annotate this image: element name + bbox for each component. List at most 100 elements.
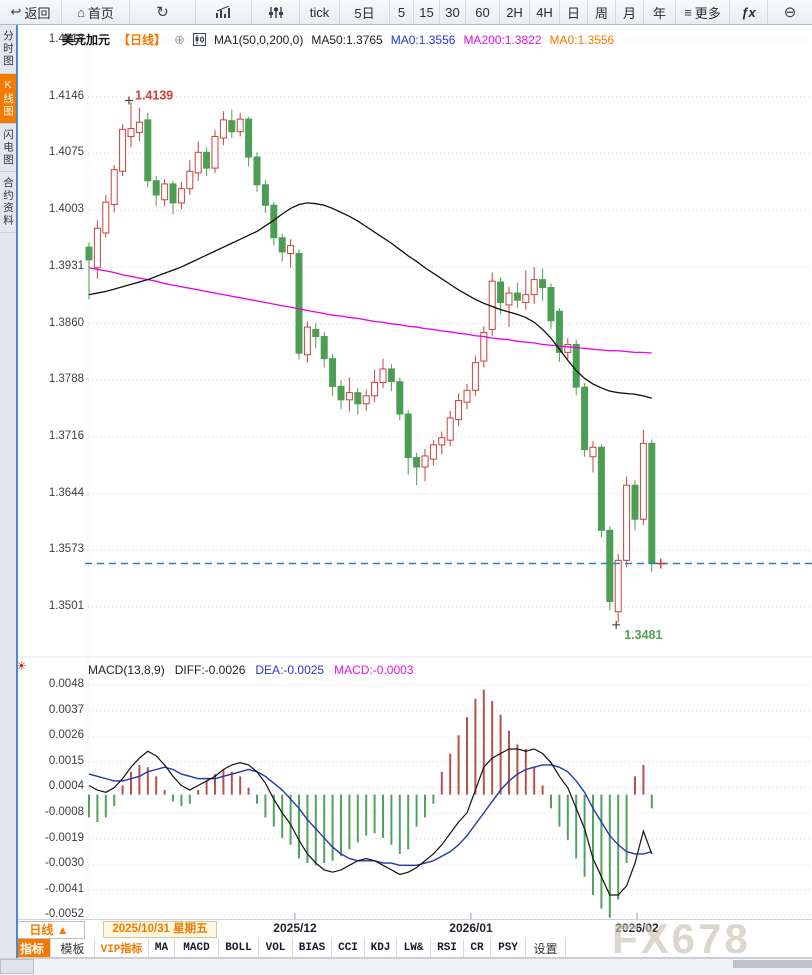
period-label: 2H (506, 4, 523, 20)
tab-psy[interactable]: PSY (491, 939, 526, 957)
macd-title: MACD(13,8,9) (88, 663, 165, 677)
bar-chart-icon (215, 5, 230, 18)
sidebar-label: 闪电图 (2, 128, 14, 167)
selected-date-box: 2025/10/31 星期五 (103, 921, 217, 938)
period-label: 4H (536, 4, 553, 20)
diff-line (88, 748, 653, 896)
tab-bias[interactable]: BIAS (293, 939, 332, 957)
tab-label: PSY (498, 942, 518, 954)
top-toolbar: ↩ 返回 ⌂ 首页 ↻ tick 5日 5 15 30 60 2H 4H 日 周 月… (0, 0, 812, 25)
ma50-value: MA50:1.3765 (311, 32, 383, 47)
ma50-line (88, 202, 652, 399)
tab-label: MACD (183, 942, 210, 954)
tab-lwr[interactable]: LW& (397, 939, 431, 957)
zoom-out-icon: ⊖ (783, 4, 797, 21)
left-sidebar: 分时图 K线图 闪电图 合约资料 (0, 25, 18, 958)
period-week-button[interactable]: 周 (588, 0, 616, 24)
more-button[interactable]: ≡ 更多 (676, 0, 730, 24)
macd-dea-value: DEA:-0.0025 (255, 663, 325, 677)
period-label: 5日 (354, 5, 375, 21)
zoom-out-button[interactable]: ⊖ (768, 0, 812, 24)
period-year-button[interactable]: 年 (644, 0, 676, 24)
macd-diff-value: DIFF:-0.0026 (174, 663, 246, 677)
period-dropdown[interactable]: 日线 ▲ (13, 921, 85, 939)
tab-label: CCI (338, 942, 358, 954)
period-60m-button[interactable]: 60 (466, 0, 500, 24)
sidebar-item-timeline-chart[interactable]: 分时图 (0, 25, 16, 74)
period-tick-button[interactable]: tick (300, 0, 340, 24)
sidebar-label: 分时图 (2, 30, 14, 68)
settings-sliders-button[interactable] (252, 0, 300, 24)
candlestick-chart-icon[interactable] (192, 33, 206, 46)
horizontal-scrollbar-thumb[interactable] (733, 960, 812, 968)
tab-label: VOL (265, 942, 286, 954)
tab-boll[interactable]: BOLL (219, 939, 259, 957)
tab-rsi[interactable]: RSI (431, 939, 464, 957)
period-5m-button[interactable]: 5 (390, 0, 414, 24)
tab-label: 模板 (60, 941, 85, 956)
tab-label: RSI (437, 942, 457, 954)
sidebar-label: 合约资料 (2, 177, 14, 227)
low-annotation: 1.3481 (624, 628, 662, 642)
back-label: 返回 (24, 5, 51, 21)
period-label: 月 (622, 5, 636, 21)
dea-line (88, 764, 652, 867)
sidebar-item-candle-chart[interactable]: K线图 (0, 73, 16, 124)
period-day-button[interactable]: 日 (560, 0, 588, 24)
ma200-value: MA200:1.3822 (463, 32, 542, 47)
ma0-close-value: MA0:1.3556 (390, 32, 456, 47)
sidebar-item-lightning-chart[interactable]: 闪电图 (0, 124, 16, 172)
tab-settings[interactable]: 设置 (526, 939, 566, 957)
macd-header: MACD(13,8,9) DIFF:-0.0026 DEA:-0.0025 MA… (88, 663, 413, 677)
back-button[interactable]: ↩ 返回 (0, 0, 62, 24)
home-icon: ⌂ (77, 4, 85, 20)
tab-label: 指标 (19, 941, 44, 956)
period-month-button[interactable]: 月 (616, 0, 644, 24)
high-cross (125, 96, 133, 105)
home-button[interactable]: ⌂ 首页 (62, 0, 130, 24)
add-compare-icon[interactable]: ⊕ (174, 31, 185, 47)
menu-icon: ≡ (684, 4, 692, 20)
tab-macd[interactable]: MACD (175, 939, 219, 957)
period-label: 5 (397, 4, 406, 20)
indicator-settings-icon[interactable]: ☀ (16, 659, 27, 673)
tab-label: BIAS (298, 942, 326, 954)
tab-indicator[interactable]: 指标 (13, 939, 51, 957)
corner-widget (0, 959, 34, 974)
tab-vol[interactable]: VOL (259, 939, 293, 957)
period-label: 60 (475, 4, 490, 20)
period-label: 30 (445, 4, 460, 20)
tab-cr[interactable]: CR (464, 939, 491, 957)
period-label: 年 (652, 5, 666, 21)
period-15m-button[interactable]: 15 (414, 0, 440, 24)
chart-type-button[interactable] (196, 0, 252, 24)
tab-label: KDJ (370, 942, 391, 954)
tab-vip-indicator[interactable]: VIP指标 (95, 939, 149, 957)
ma200-line (88, 267, 652, 354)
tab-label: MA (154, 942, 169, 954)
symbol-name: 美元加元 (62, 33, 111, 47)
high-annotation: 1.4139 (135, 88, 173, 102)
indicator-toolbar: 指标 模板 VIP指标 MA MACD BOLL VOL BIAS CCI KD… (0, 939, 812, 958)
period-label: 周 (594, 5, 608, 21)
macd-macd-value: MACD:-0.0003 (334, 663, 414, 677)
sidebar-label: K线图 (2, 78, 14, 118)
period-5d-button[interactable]: 5日 (340, 0, 390, 24)
tab-kdj[interactable]: KDJ (365, 939, 397, 957)
tick-label: tick (309, 4, 330, 20)
current-price-cross (655, 558, 666, 569)
sidebar-item-contract-info[interactable]: 合约资料 (0, 172, 16, 233)
period-4h-button[interactable]: 4H (530, 0, 560, 24)
refresh-button[interactable]: ↻ (130, 0, 196, 24)
fx-indicator-button[interactable]: ƒx (730, 0, 768, 24)
tab-cci[interactable]: CCI (332, 939, 365, 957)
low-cross (612, 620, 621, 629)
month-label: 2025/12 (273, 921, 317, 935)
home-label: 首页 (87, 5, 114, 21)
tab-ma[interactable]: MA (149, 939, 175, 957)
period-30m-button[interactable]: 30 (440, 0, 466, 24)
tab-template[interactable]: 模板 (51, 939, 95, 957)
period-2h-button[interactable]: 2H (500, 0, 530, 24)
